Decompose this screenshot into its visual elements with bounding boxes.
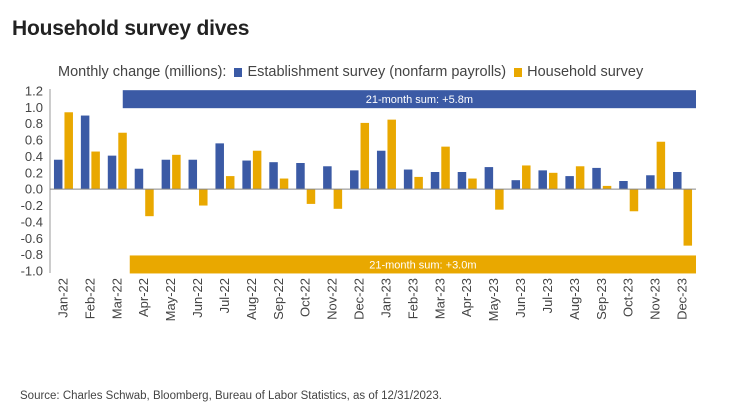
x-tick-label: Jun-22 <box>190 278 205 318</box>
x-tick-label: Sep-22 <box>271 278 286 320</box>
bar-household <box>172 154 181 190</box>
bar-establishment <box>53 159 63 190</box>
bar-establishment <box>323 166 332 190</box>
bar-establishment <box>269 162 278 190</box>
bar-household <box>199 189 208 206</box>
y-tick-label: 0.2 <box>25 165 43 180</box>
x-tick-label: Jul-22 <box>217 278 232 313</box>
bar-establishment <box>592 167 601 190</box>
annotation-band <box>129 255 696 274</box>
bar-establishment <box>242 160 251 190</box>
chart-title: Household survey dives <box>12 17 250 40</box>
bar-household <box>279 178 289 190</box>
bar-establishment <box>403 169 413 190</box>
x-tick-label: May-22 <box>163 278 178 321</box>
annotation-band <box>122 90 696 109</box>
bar-household <box>629 189 639 212</box>
bar-establishment <box>107 155 117 190</box>
bar-household <box>522 165 531 190</box>
x-tick-label: Feb-22 <box>82 278 97 319</box>
bar-establishment <box>376 150 386 190</box>
bar-establishment <box>484 167 494 190</box>
bar-household <box>306 189 316 204</box>
bar-household <box>548 172 558 190</box>
legend-swatch-household <box>514 67 523 77</box>
bar-establishment <box>565 176 574 190</box>
x-tick-label: Oct-23 <box>621 278 636 317</box>
y-tick-label: 0.4 <box>25 149 43 164</box>
bar-household <box>252 150 262 190</box>
bar-establishment <box>215 143 224 190</box>
bar-establishment <box>538 170 547 190</box>
bar-establishment <box>350 170 359 190</box>
bar-household <box>91 151 100 190</box>
bar-household <box>683 189 693 246</box>
x-tick-label: Mar-22 <box>109 278 124 319</box>
bar-household <box>468 178 477 190</box>
y-tick-label: 1.0 <box>25 100 43 115</box>
annotation-label: 21-month sum: +3.0m <box>369 259 476 271</box>
x-tick-label: Sep-23 <box>594 278 609 320</box>
bar-household <box>387 119 396 190</box>
y-tick-label: -0.4 <box>21 214 43 229</box>
bar-household <box>145 189 154 217</box>
x-tick-label: Aug-22 <box>244 278 259 320</box>
x-tick-label: Nov-22 <box>325 278 340 320</box>
bar-establishment <box>80 115 90 190</box>
bar-establishment <box>296 163 305 190</box>
bar-establishment <box>134 168 144 190</box>
legend-label-household: Household survey <box>527 64 644 80</box>
bar-establishment <box>188 159 198 190</box>
y-tick-label: -0.2 <box>21 198 43 213</box>
bar-household <box>118 132 127 190</box>
source-note: Source: Charles Schwab, Bloomberg, Burea… <box>20 390 442 402</box>
bar-household <box>360 122 370 190</box>
x-tick-label: Dec-22 <box>352 278 367 320</box>
x-tick-label: Apr-22 <box>136 278 151 317</box>
bar-household <box>602 185 612 190</box>
bar-household <box>333 189 343 209</box>
bar-household <box>495 189 504 210</box>
y-tick-label: -1.0 <box>21 264 43 279</box>
bar-establishment <box>619 181 628 190</box>
bar-household <box>656 141 666 190</box>
x-tick-label: May-23 <box>486 278 501 321</box>
legend-prefix: Monthly change (millions): <box>58 64 227 80</box>
annotation-label: 21-month sum: +5.8m <box>366 94 473 106</box>
bar-establishment <box>673 172 682 190</box>
bar-establishment <box>430 172 440 190</box>
bar-establishment <box>646 175 655 190</box>
bar-household <box>414 176 423 190</box>
x-tick-label: Oct-22 <box>298 278 313 317</box>
x-tick-label: Mar-23 <box>432 278 447 319</box>
x-tick-label: Feb-23 <box>405 278 420 319</box>
y-tick-label: -0.6 <box>21 231 43 246</box>
x-tick-label: Jun-23 <box>513 278 528 318</box>
x-tick-label: Jul-23 <box>540 278 555 313</box>
bar-household <box>64 112 73 190</box>
y-tick-label: -0.8 <box>21 247 43 262</box>
legend-swatch-establishment <box>234 67 243 77</box>
bar-household <box>575 166 585 190</box>
x-tick-label: Aug-23 <box>567 278 582 320</box>
y-tick-label: 0.0 <box>25 182 43 197</box>
bar-household <box>441 146 450 190</box>
x-tick-label: Jan-23 <box>378 278 393 318</box>
legend-label-establishment: Establishment survey (nonfarm payrolls) <box>247 64 507 80</box>
y-tick-label: 0.8 <box>25 116 43 131</box>
y-tick-label: 0.6 <box>25 133 43 148</box>
bar-establishment <box>161 159 171 190</box>
bar-establishment <box>457 172 467 190</box>
y-tick-label: 1.2 <box>25 84 43 99</box>
x-tick-label: Apr-23 <box>459 278 474 317</box>
bar-establishment <box>511 180 521 190</box>
x-tick-label: Nov-23 <box>648 278 663 320</box>
x-tick-label: Jan-22 <box>55 278 70 318</box>
legend: Monthly change (millions): Establishment… <box>58 64 643 80</box>
x-tick-label: Dec-23 <box>675 278 690 320</box>
bar-household <box>225 176 235 190</box>
